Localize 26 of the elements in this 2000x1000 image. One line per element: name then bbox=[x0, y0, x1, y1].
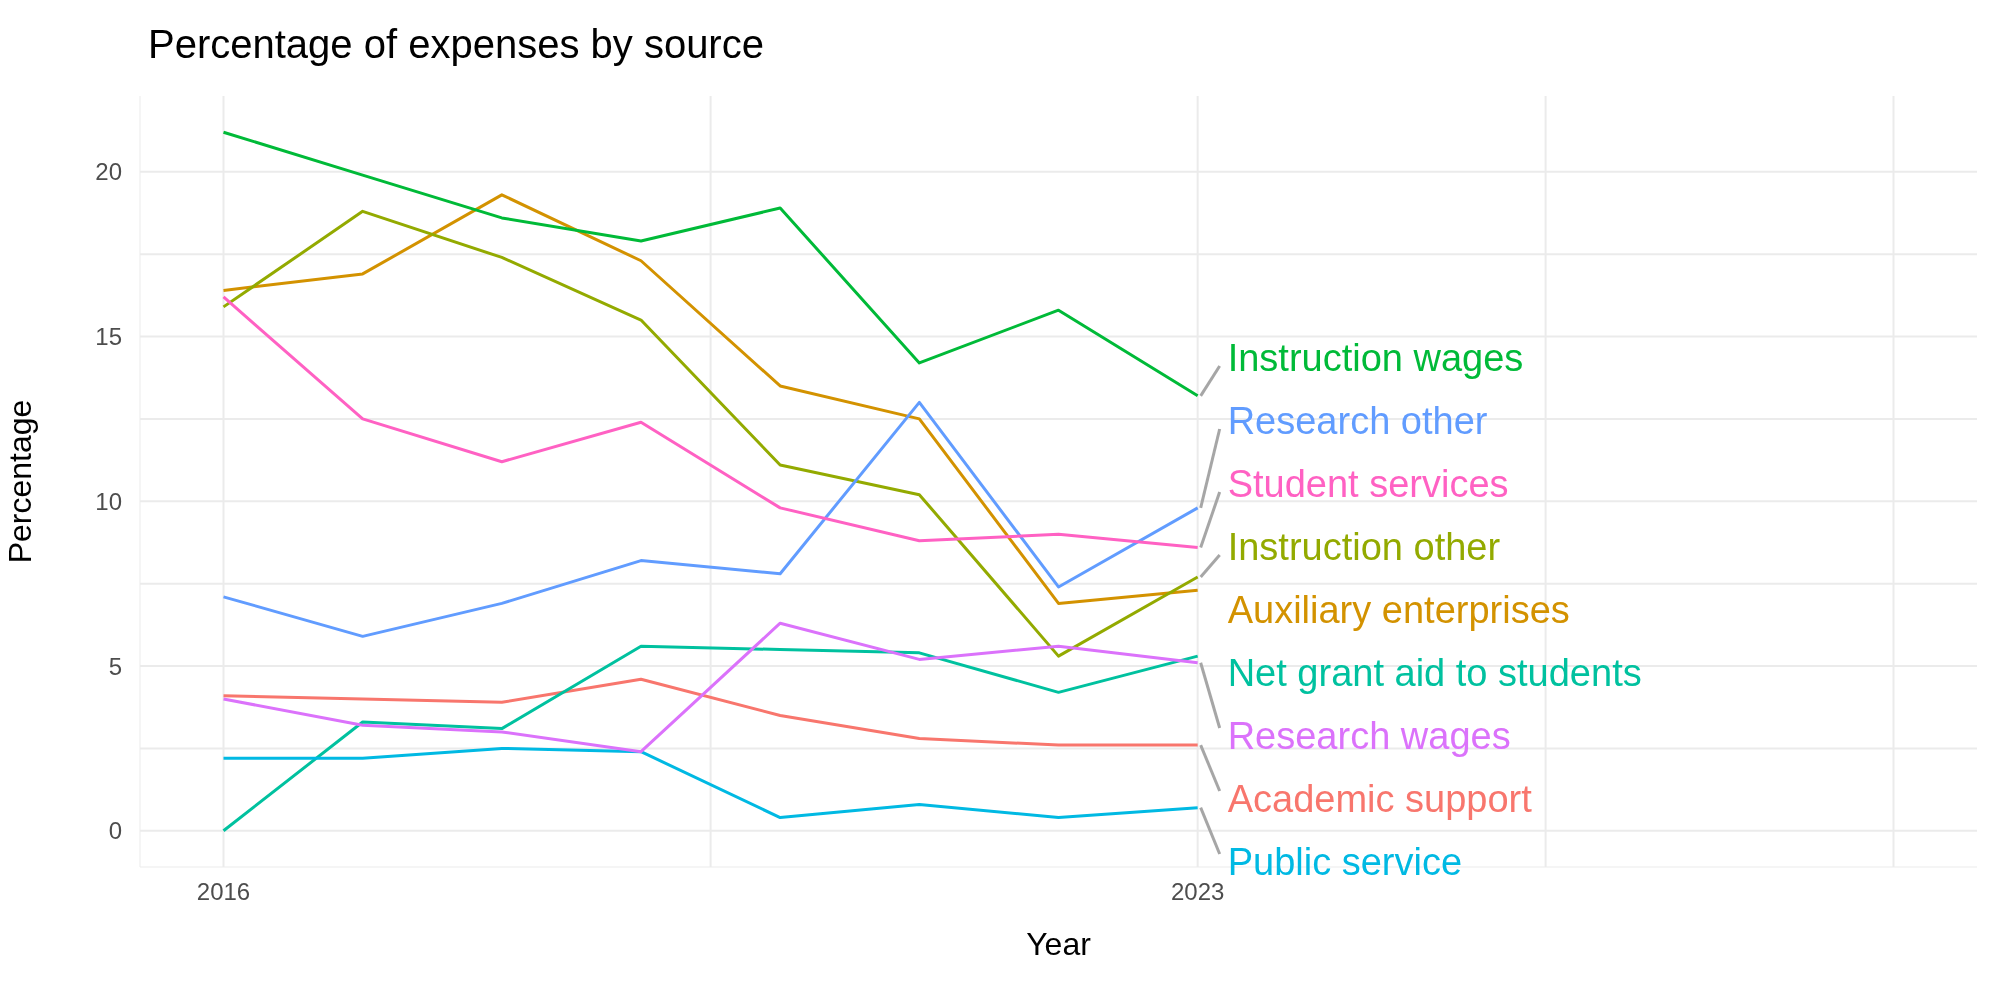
line-series bbox=[222, 746, 1200, 820]
series-label: Public service bbox=[1227, 841, 1463, 883]
y-tick-label: 20 bbox=[95, 158, 122, 186]
chart-title: Percentage of expenses by source bbox=[148, 22, 764, 67]
x-tick-label: 2016 bbox=[196, 878, 251, 906]
y-tick-label: 10 bbox=[95, 487, 122, 515]
line-series bbox=[222, 677, 1200, 747]
series-label: Research other bbox=[1227, 400, 1488, 442]
x-tick-label: 2023 bbox=[1170, 878, 1225, 906]
series-label: Auxiliary enterprises bbox=[1227, 589, 1570, 631]
line-series bbox=[222, 400, 1200, 638]
line-series bbox=[222, 644, 1200, 833]
series-label: Net grant aid to students bbox=[1227, 652, 1642, 694]
y-tick-label: 0 bbox=[108, 817, 122, 845]
series-label: Research wages bbox=[1227, 715, 1511, 757]
line-series bbox=[222, 621, 1200, 754]
y-tick-label: 15 bbox=[95, 323, 122, 351]
y-tick-label: 5 bbox=[108, 652, 122, 680]
series-label: Instruction wages bbox=[1227, 337, 1524, 379]
line-series bbox=[222, 130, 1200, 398]
x-axis-title: Year bbox=[1026, 926, 1092, 962]
series-label: Instruction other bbox=[1227, 526, 1501, 568]
series-label: Student services bbox=[1227, 463, 1509, 505]
series-label: Academic support bbox=[1227, 778, 1533, 820]
line-series bbox=[222, 295, 1200, 549]
y-axis-title: Percentage bbox=[2, 399, 39, 564]
